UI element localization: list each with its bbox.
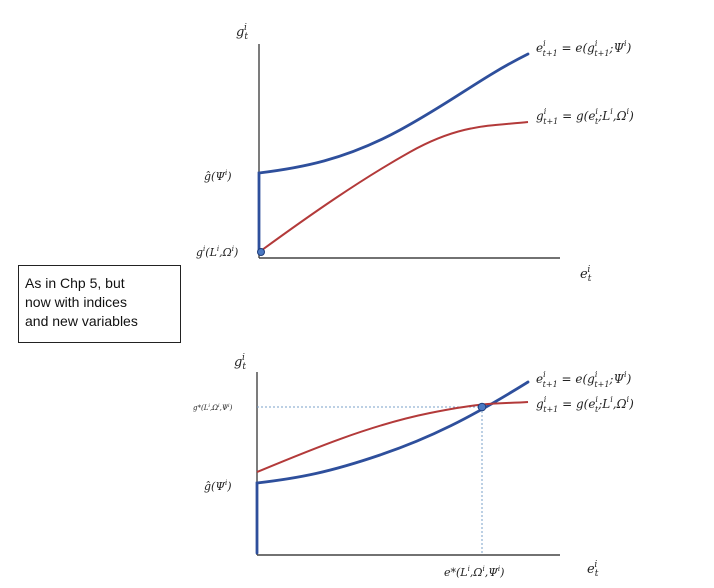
equilibrium-point <box>477 402 487 412</box>
top-gL-tick-label: gi(Li,Ωi) <box>196 245 238 259</box>
note-box: As in Chp 5, but now with indices and ne… <box>18 265 181 343</box>
top-blue-curve-label: ei t+1 = e(gi t+1;Ψi) <box>536 39 632 58</box>
top-ghat-tick-label: ĝ(Ψi) <box>204 169 232 183</box>
note-line-1: As in Chp 5, but <box>25 275 125 291</box>
bottom-blue-curve <box>255 380 530 555</box>
bottom-ghat-tick-label: ĝ(Ψi) <box>204 479 232 493</box>
bottom-gstar-tick-label: g*(Li,Ωi,Ψi) <box>193 403 233 412</box>
bottom-y-axis-label: gti <box>234 353 246 372</box>
bottom-panel: gti eti ei t+1 = e(gi t+1;Ψi) gi t+1 = g(ei… <box>193 353 634 579</box>
bottom-blue-curve-label: ei t+1 = e(gi t+1;Ψi) <box>536 370 632 389</box>
top-blue-curve <box>257 52 530 252</box>
top-x-axis-label: eti <box>580 265 592 284</box>
top-panel: gti eti ei t+1 = e(gi t+1;Ψi) gi t+1 = g(ei… <box>196 23 634 284</box>
top-y-axis-label: gti <box>236 23 248 42</box>
top-red-curve-label: gi t+1 = g(ei t;Li,Ωi) <box>536 107 634 126</box>
bottom-estar-tick-label: e*(Li,Ωi,Ψi) <box>444 565 504 579</box>
bottom-red-curve <box>256 401 529 473</box>
bottom-red-curve-label: gi t+1 = g(ei t;Li,Ωi) <box>536 395 634 414</box>
note-line-2: now with indices <box>25 294 127 310</box>
top-red-curve <box>261 121 529 251</box>
note-line-3: and new variables <box>25 313 138 329</box>
bottom-x-axis-label: eti <box>587 560 599 579</box>
top-origin-point <box>257 248 265 256</box>
